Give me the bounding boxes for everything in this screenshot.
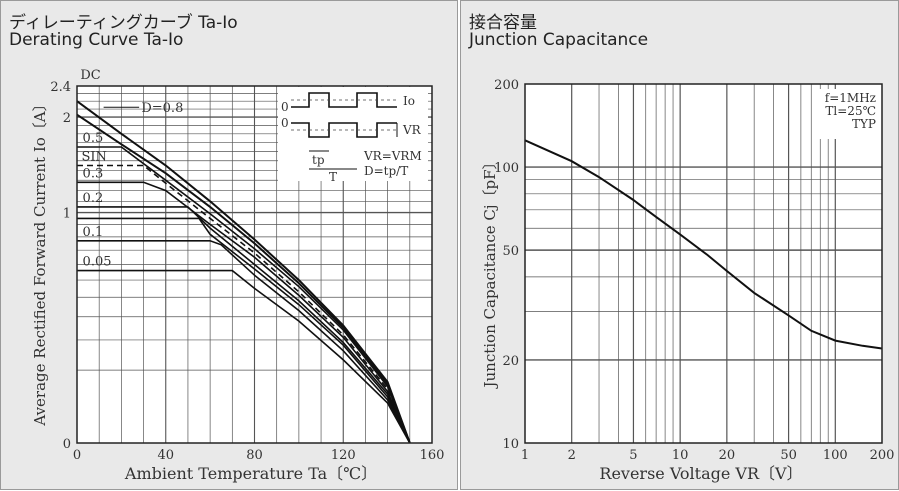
derating-series-label: 0.1 bbox=[83, 225, 104, 240]
capacitance-y-tick-label: 100 bbox=[494, 161, 519, 176]
inset-io-label: Io bbox=[403, 94, 415, 108]
capacitance-annotation: TYP bbox=[852, 117, 876, 131]
derating-series-label: D=0.8 bbox=[141, 101, 183, 116]
capacitance-annotation-box bbox=[813, 89, 879, 139]
derating-series-line bbox=[76, 113, 411, 444]
capacitance-x-tick-label: 10 bbox=[672, 448, 689, 463]
derating-title-jp: ディレーティングカーブ Ta-Io bbox=[9, 13, 238, 33]
derating-series-label: 0.3 bbox=[83, 166, 104, 181]
capacitance-chart: 1 2 5 10 20 50 100 200 10 20 50 100 200 f=1MHzTl=25℃… bbox=[481, 78, 895, 483]
capacitance-x-tick-label: 5 bbox=[629, 448, 637, 463]
capacitance-y-tick-label: 200 bbox=[494, 78, 519, 93]
capacitance-x-axis-label: Reverse Voltage VR〔V〕 bbox=[599, 464, 802, 483]
capacitance-y-axis-label: Junction Capacitance Cj〔pF〕 bbox=[481, 155, 499, 390]
derating-x-tick-label: 120 bbox=[331, 448, 356, 463]
capacitance-y-tick-label: 50 bbox=[502, 244, 519, 259]
derating-x-tick-label: 0 bbox=[73, 448, 81, 463]
derating-curve-panel: ディレーティングカーブ Ta-Io Derating Curve Ta-Io D… bbox=[0, 0, 458, 490]
capacitance-x-tick-label: 2 bbox=[568, 448, 576, 463]
junction-capacitance-panel: 接合容量 Junction Capacitance 1 2 5 10 20 50 100 20… bbox=[460, 0, 899, 490]
inset-vr-label: VR bbox=[402, 123, 422, 137]
derating-series-line bbox=[77, 217, 411, 444]
inset-vr-eq: VR=VRM bbox=[363, 149, 422, 163]
capacitance-plot-area bbox=[525, 84, 882, 443]
capacitance-plot-frame bbox=[524, 83, 883, 444]
derating-x-tick-label: 160 bbox=[420, 448, 445, 463]
capacitance-series-line bbox=[524, 139, 883, 350]
inset-zero-bottom: 0 bbox=[281, 116, 289, 130]
derating-y-tick-label: 0 bbox=[63, 437, 71, 452]
derating-y-tick-label: 2.4 bbox=[50, 80, 71, 95]
derating-x-tick-label: 80 bbox=[246, 448, 263, 463]
capacitance-x-tick-label: 200 bbox=[870, 448, 895, 463]
capacitance-x-tick-label: 20 bbox=[719, 448, 736, 463]
capacitance-annotation: f=1MHz bbox=[825, 91, 876, 105]
capacitance-y-tick-label: 20 bbox=[502, 354, 519, 369]
derating-series-label: 0.2 bbox=[83, 191, 104, 206]
inset-t-label: T bbox=[329, 170, 337, 184]
derating-plot-frame bbox=[76, 85, 433, 444]
capacitance-x-tick-label: 100 bbox=[823, 448, 848, 463]
derating-x-tick-label: 40 bbox=[157, 448, 174, 463]
capacitance-title-en: Junction Capacitance bbox=[469, 30, 649, 50]
derating-series-line bbox=[76, 100, 411, 444]
capacitance-y-tick-label: 10 bbox=[502, 437, 519, 452]
derating-y-axis-label: Average Rectified Forward Current Io〔A〕 bbox=[31, 96, 49, 426]
inset-box bbox=[278, 87, 428, 181]
derating-series-line bbox=[77, 164, 411, 444]
capacitance-x-tick-label: 50 bbox=[780, 448, 797, 463]
derating-series-label: 0.5 bbox=[83, 131, 104, 146]
inset-d-eq: D=tp/T bbox=[364, 164, 408, 178]
capacitance-annotation: Tl=25℃ bbox=[825, 104, 876, 118]
capacitance-x-tick-label: 1 bbox=[521, 448, 529, 463]
derating-series-line bbox=[77, 206, 411, 444]
derating-title-en: Derating Curve Ta-Io bbox=[9, 30, 184, 50]
derating-x-axis-label: Ambient Temperature Ta〔℃〕 bbox=[124, 464, 377, 483]
derating-series-line bbox=[77, 269, 411, 444]
derating-series-label: DC bbox=[80, 68, 100, 83]
derating-y-tick-label: 1 bbox=[63, 207, 71, 222]
inset-zero-top: 0 bbox=[281, 100, 289, 114]
derating-series-label: 0.05 bbox=[83, 255, 112, 270]
capacitance-title-jp: 接合容量 bbox=[469, 13, 537, 33]
inset-tp-label: tp bbox=[312, 153, 325, 167]
derating-series-line bbox=[77, 181, 411, 444]
derating-series-label: SIN bbox=[81, 150, 106, 165]
derating-series-line bbox=[77, 146, 411, 444]
derating-y-tick-label: 2 bbox=[63, 111, 71, 126]
derating-series-line bbox=[77, 240, 411, 444]
